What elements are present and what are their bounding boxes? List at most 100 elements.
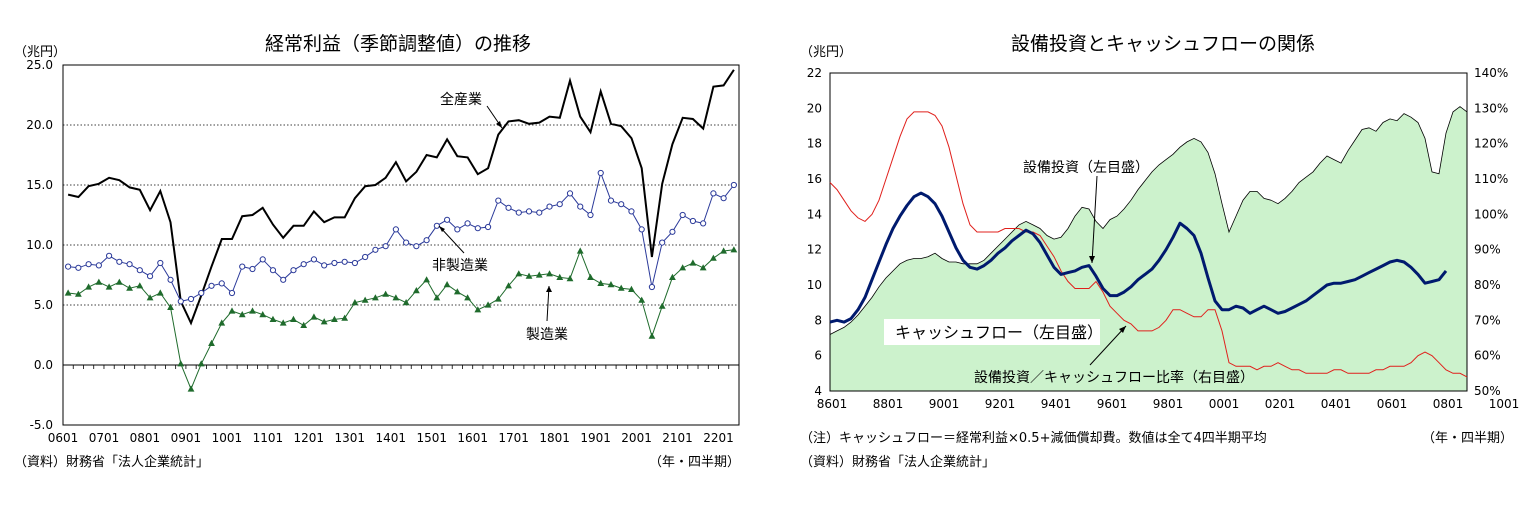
left-x-tick-label: 1101 (253, 431, 284, 445)
hiseizogyo-point (249, 265, 256, 273)
left-series-group (64, 69, 738, 392)
seizogyo-point (238, 311, 246, 318)
hiseizogyo-point (136, 267, 143, 274)
seizogyo-point (361, 296, 369, 303)
right-y-tick-label: 18 (807, 137, 822, 151)
hiseizogyo-point (228, 289, 236, 297)
seizogyo-point (709, 254, 717, 261)
right-y-unit: （兆円） (800, 45, 852, 60)
seizogyo-point (587, 273, 594, 280)
seizogyo-point (64, 289, 72, 296)
annotation-seizogyo: 製造業 (526, 327, 568, 343)
hiseizogyo-point (208, 282, 215, 289)
hiseizogyo-point (259, 256, 266, 263)
seizogyo-point (249, 307, 256, 314)
seizogyo-point (95, 278, 103, 285)
seizogyo-point (259, 311, 267, 318)
right-area-group (829, 106, 1468, 391)
right-y-tick-label: 10 (807, 278, 822, 292)
hiseizogyo-point (403, 239, 410, 246)
right-y-tick-label: 4 (814, 384, 822, 398)
right-y-tick-label: 6 (814, 349, 822, 363)
seizogyo-point (412, 287, 420, 294)
right-x-tick-label: 0801 (1433, 397, 1464, 411)
seizogyo-point (669, 273, 676, 280)
arrow-head-hiseizogyo (439, 226, 445, 232)
right-x-tick-label: 0401 (1321, 397, 1352, 411)
right-y2-tick-label: 110% (1474, 172, 1508, 186)
seizogyo-point (443, 281, 451, 288)
seizogyo-point (218, 319, 226, 326)
left-x-tick-labels: 0601 0701 0801 0901 1001 1101 1201 1301 1401 1501… (48, 431, 734, 445)
hiseizogyo-point (198, 289, 205, 297)
left-x-tick-label: 1901 (580, 431, 611, 445)
right-plot-frame (829, 72, 1468, 392)
hiseizogyo-point (679, 211, 686, 219)
hiseizogyo-point (239, 263, 246, 270)
seizogyo-point (74, 290, 82, 297)
right-x-tick-labels: 8601 8801 9001 9201 9401 9601 9801 0001 0201 0401… (817, 397, 1520, 411)
series-line-zensangyo (67, 69, 735, 326)
annotation-setsubi: 設備投資（左目盛） (1023, 160, 1149, 176)
annotation-cashflow: キャッシュフロー（左目盛） (895, 323, 1103, 342)
seizogyo-point (628, 285, 635, 292)
right-y-tick-label: 16 (807, 172, 822, 186)
seizogyo-point (392, 294, 400, 301)
hiseizogyo-point (495, 197, 502, 204)
seizogyo-point (320, 318, 328, 325)
hiseizogyo-point (218, 280, 225, 287)
left-y-tick-label: 15.0 (26, 178, 53, 192)
left-y-unit: （兆円） (14, 45, 66, 60)
left-y-tick-label: 25.0 (26, 58, 53, 72)
seizogyo-point (648, 332, 656, 339)
hiseizogyo-point (710, 190, 717, 197)
hiseizogyo-point (443, 216, 451, 223)
hiseizogyo-point (280, 276, 287, 283)
hiseizogyo-point (423, 237, 430, 244)
left-x-tick-label: 2201 (703, 431, 734, 445)
cashflow-label-box (884, 319, 1100, 345)
seizogyo-point (423, 276, 431, 283)
hiseizogyo-point (126, 261, 133, 268)
right-y2-tick-labels: 140% 130% 120% 110% 100% 90% 80% 70% 60% 50% (1474, 66, 1508, 398)
seizogyo-point (126, 284, 133, 291)
hiseizogyo-point (167, 276, 174, 283)
left-gridlines (62, 124, 740, 369)
seizogyo-point (535, 271, 543, 278)
right-x-tick-label: 0001 (1209, 397, 1240, 411)
right-y2-tick-label: 120% (1474, 137, 1508, 151)
left-x-tick-label: 2001 (621, 431, 652, 445)
hiseizogyo-point (597, 169, 604, 177)
right-x-unit: （年・四半期） (1422, 431, 1513, 446)
seizogyo-point (371, 294, 379, 301)
right-y2-tick-label: 60% (1474, 349, 1501, 363)
cashflow-outline (829, 106, 1468, 335)
seizogyo-point (607, 281, 615, 288)
seizogyo-point (351, 299, 359, 306)
left-chart: 経常利益（季節調整値）の推移 （兆円） 25.0 20.0 15.0 10.0 5.0 0… (14, 33, 740, 470)
left-x-tick-label: 1201 (294, 431, 325, 445)
seizogyo-point (187, 385, 195, 392)
seizogyo-point (136, 282, 144, 289)
seizogyo-point (331, 315, 338, 322)
hiseizogyo-point (556, 201, 563, 208)
right-y-tick-labels: 22 20 18 16 14 12 10 8 6 4 (807, 66, 822, 398)
hiseizogyo-point (362, 253, 369, 261)
right-chart: 設備投資とキャッシュフローの関係 （兆円） 22201816141210864 … (800, 33, 1520, 470)
annotation-ratio: 設備投資／キャッシュフロー比率（右目盛） (974, 369, 1254, 386)
seizogyo-point (699, 264, 707, 271)
right-y2-tick-label: 100% (1474, 207, 1508, 221)
hiseizogyo-point (659, 239, 666, 246)
hiseizogyo-point (474, 225, 481, 232)
seizogyo-point (515, 270, 523, 277)
left-x-tick-label: 1801 (539, 431, 570, 445)
hiseizogyo-point (464, 220, 471, 227)
seizogyo-point (617, 284, 625, 291)
arrow-ratio (1089, 325, 1127, 366)
left-x-tick-label: 1001 (212, 431, 243, 445)
right-x-tick-label: 8801 (873, 397, 904, 411)
left-x-tick-label: 0701 (89, 431, 120, 445)
hiseizogyo-point (372, 246, 379, 253)
seizogyo-point (546, 270, 553, 277)
seizogyo-point (269, 315, 277, 322)
